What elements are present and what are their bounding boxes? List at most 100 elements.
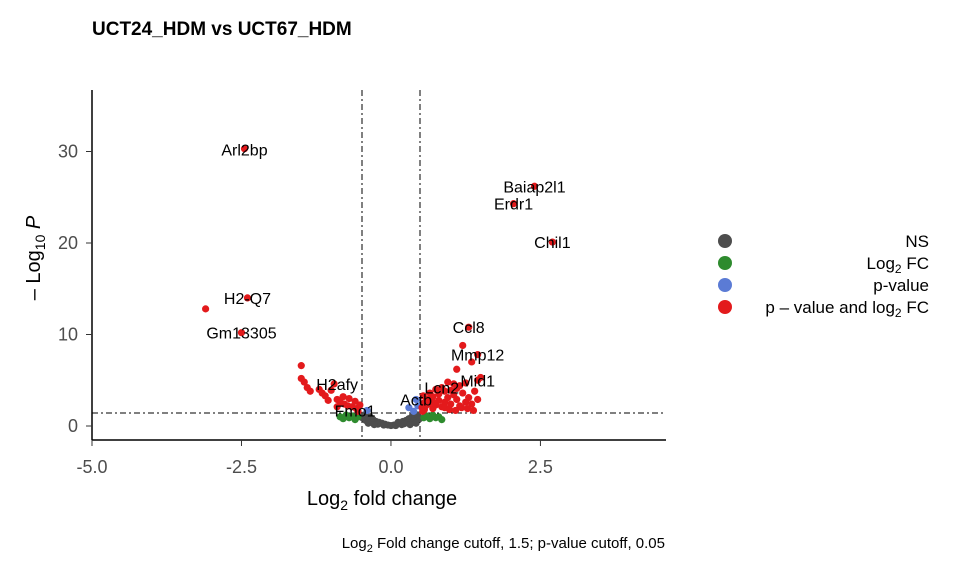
ns-point — [400, 420, 408, 428]
significant-point — [465, 323, 473, 331]
significant-point — [468, 358, 476, 366]
ns-point — [394, 418, 402, 426]
significant-point — [333, 403, 341, 411]
significant-point — [459, 341, 467, 350]
significant-point — [306, 387, 314, 395]
gene-label: Arl2bp — [221, 143, 267, 160]
significant-point — [451, 406, 460, 415]
x-tick-label: 2.5 — [528, 457, 553, 477]
significant-point — [474, 395, 482, 404]
significant-point — [468, 400, 476, 408]
chart-title: UCT24_HDM vs UCT67_HDM — [92, 19, 352, 40]
significant-point — [471, 387, 479, 395]
significant-point — [447, 400, 455, 408]
cutoff-lines — [92, 90, 666, 438]
significant-point — [240, 145, 249, 153]
significant-point — [202, 305, 210, 313]
significant-point — [445, 405, 454, 414]
significant-point — [474, 376, 482, 384]
significant-point — [418, 404, 426, 412]
legend-marker-both — [718, 300, 732, 314]
legend-label-both: p – value and log2 FC — [765, 298, 929, 320]
legend-marker-log2fc — [718, 256, 732, 270]
significant-point — [462, 379, 470, 387]
significant-point — [463, 405, 472, 413]
data-points — [202, 145, 556, 430]
significant-point — [453, 365, 461, 373]
significant-point — [453, 395, 461, 404]
significant-point — [474, 351, 482, 359]
x-axis-label: Log2 fold change — [307, 488, 457, 513]
significant-point — [426, 389, 434, 397]
x-tick-label: -5.0 — [76, 457, 107, 477]
log2fc-point — [354, 413, 362, 421]
gene-label: H2afy — [316, 377, 358, 394]
significant-point — [237, 329, 246, 337]
significant-point — [324, 396, 332, 404]
pvalue-point — [412, 395, 420, 404]
significant-point — [530, 182, 539, 190]
gene-label: Gm13305 — [206, 326, 276, 343]
significant-point — [327, 386, 335, 394]
significant-point — [330, 380, 338, 388]
y-tick-label: 20 — [58, 233, 78, 253]
legend-marker-ns — [718, 234, 732, 248]
caption: Log2 Fold change cutoff, 1.5; p-value cu… — [342, 535, 665, 555]
significant-point — [444, 378, 452, 386]
y-ticks: 0 10 20 30 — [58, 142, 92, 436]
significant-point — [453, 384, 461, 393]
significant-point — [419, 392, 427, 400]
significant-point — [356, 401, 364, 409]
ns-point — [370, 421, 378, 429]
pvalue-point — [363, 406, 371, 415]
significant-point — [339, 393, 347, 401]
gene-label: Ccl8 — [453, 320, 485, 337]
gene-label: Erdr1 — [494, 197, 533, 214]
axes — [91, 90, 666, 441]
ns-point — [412, 419, 420, 427]
gene-label: Chil1 — [534, 235, 571, 252]
significant-point — [297, 362, 305, 370]
gene-label: Lcn2 — [424, 381, 459, 398]
significant-point — [509, 200, 518, 208]
ns-point — [380, 421, 388, 429]
significant-point — [469, 406, 478, 415]
gene-label: Fmo1 — [335, 403, 376, 420]
y-tick-label: 0 — [68, 416, 78, 436]
significant-point — [354, 407, 362, 415]
log2fc-point — [438, 415, 446, 424]
significant-point — [459, 389, 467, 397]
significant-point — [444, 394, 452, 402]
y-tick-label: 30 — [58, 142, 78, 162]
significant-point — [465, 394, 473, 402]
gene-label: Mid1 — [460, 373, 495, 390]
significant-point — [243, 294, 252, 302]
y-tick-label: 10 — [58, 325, 78, 345]
x-ticks: -5.0 -2.5 0.0 2.5 — [76, 440, 553, 477]
significant-point — [300, 378, 308, 386]
significant-point — [345, 394, 353, 403]
gene-label: Actb — [400, 392, 432, 409]
legend: NS Log2 FC p-value p – value and log2 FC — [718, 232, 929, 320]
significant-point — [441, 387, 449, 395]
ns-point — [406, 421, 414, 429]
legend-label-log2fc: Log2 FC — [867, 254, 929, 276]
significant-point — [432, 385, 440, 393]
pvalue-point — [410, 407, 418, 415]
x-tick-label: 0.0 — [378, 457, 403, 477]
x-tick-label: -2.5 — [226, 457, 257, 477]
gene-label: Baiap2l1 — [503, 179, 565, 196]
significant-point — [457, 404, 466, 412]
significant-point — [447, 386, 455, 394]
significant-point — [548, 238, 556, 246]
legend-marker-pvalue — [718, 278, 732, 292]
legend-label-ns: NS — [905, 232, 929, 251]
legend-label-pvalue: p-value — [873, 276, 929, 295]
ns-point — [364, 419, 372, 427]
gene-label: H2-Q7 — [224, 291, 271, 308]
significant-point — [430, 399, 438, 407]
y-axis-label: – Log10 P — [23, 215, 48, 300]
gene-label: Mmp12 — [451, 348, 504, 365]
